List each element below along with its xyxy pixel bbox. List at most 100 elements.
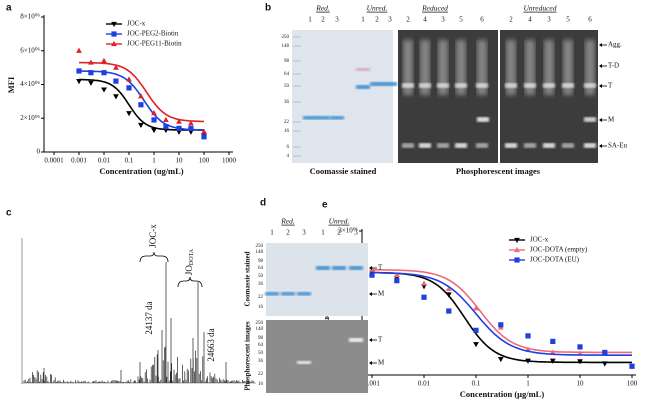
ladder-band — [293, 73, 301, 75]
band-arrowhead — [369, 266, 372, 270]
band-arrowhead — [599, 64, 602, 68]
lane-group-header: Unred. — [329, 217, 350, 226]
data-point — [550, 338, 556, 344]
data-point — [393, 272, 400, 278]
x-axis-label: Concentration (μg/mL) — [460, 389, 545, 399]
data-point — [163, 124, 169, 130]
band — [356, 68, 370, 71]
x-tick-label: 10 — [176, 157, 184, 165]
smear — [585, 40, 595, 95]
marker-label: 64 — [284, 72, 290, 77]
lane-number: 3 — [388, 16, 392, 24]
data-point — [113, 64, 119, 70]
band — [476, 143, 488, 148]
lane-number: 6 — [480, 16, 484, 24]
band-arrowhead — [369, 292, 372, 296]
lane-group-header: Red. — [280, 217, 295, 226]
marker-label: 98 — [258, 259, 264, 264]
marker-label: 50 — [258, 351, 264, 356]
ladder-band — [293, 155, 301, 157]
ladder-band — [293, 121, 301, 123]
x-tick-label: 0.01 — [98, 157, 111, 165]
band — [476, 83, 488, 88]
marker-label: 98 — [284, 59, 290, 64]
gel-caption: Coomassie stained — [244, 251, 252, 306]
x-tick-label: 10 — [577, 380, 585, 388]
marker-label: 50 — [258, 274, 264, 279]
fit-curve — [79, 78, 204, 131]
data-point — [525, 333, 531, 339]
smear — [456, 40, 466, 95]
peak-mass: 24137 da — [144, 301, 154, 334]
data-point — [473, 342, 479, 348]
smear — [403, 40, 413, 95]
legend-marker — [514, 246, 520, 253]
data-point — [497, 356, 504, 363]
band — [477, 117, 489, 122]
coomassie-gel — [292, 30, 393, 163]
lane-number: 3 — [354, 229, 358, 237]
smear — [544, 40, 554, 95]
band — [437, 143, 449, 148]
band — [419, 83, 431, 88]
data-point — [498, 322, 504, 328]
x-tick-label: 0.0001 — [44, 157, 64, 165]
legend-marker — [111, 31, 117, 37]
data-point — [549, 349, 556, 355]
y-tick-label: 6×10⁰⁶ — [20, 46, 40, 54]
ladder-band — [293, 130, 301, 132]
band — [584, 83, 596, 88]
x-axis-label: Concentration (ug/mL) — [99, 166, 183, 176]
band — [505, 83, 517, 88]
band-arrowhead — [599, 144, 602, 148]
y-tick-label: 8×10⁰⁶ — [20, 13, 40, 21]
data-point — [369, 272, 375, 278]
data-point — [138, 122, 144, 129]
data-point — [126, 76, 132, 82]
lane-number: 1 — [361, 16, 365, 24]
smear — [477, 40, 487, 95]
x-tick-label: 0.01 — [418, 380, 431, 388]
fit-curve — [372, 271, 632, 364]
smear — [563, 40, 573, 95]
y-tick-label: 3×10⁰⁶ — [338, 227, 358, 235]
lane-number: 2 — [337, 229, 341, 237]
band — [316, 266, 330, 270]
data-point — [138, 93, 144, 99]
band — [524, 143, 536, 148]
marker-label: 22 — [258, 372, 264, 377]
band — [297, 361, 311, 364]
x-tick-label: 0.1 — [472, 380, 481, 388]
marker-label: 36 — [258, 359, 264, 364]
y-tick-label: 4×10⁰⁶ — [20, 80, 40, 88]
data-point — [76, 79, 82, 85]
band-arrowhead — [599, 43, 602, 47]
band-label: M — [608, 116, 615, 124]
marker-label: 36 — [258, 282, 264, 287]
band-label: T — [378, 336, 383, 344]
legend-marker — [111, 21, 117, 28]
data-point — [113, 94, 119, 100]
band — [356, 85, 370, 89]
lane-number: 2 — [286, 229, 290, 237]
data-point — [88, 80, 94, 86]
panel-letter: e — [322, 200, 328, 211]
data-point — [88, 59, 94, 65]
x-tick-label: 100 — [199, 157, 210, 165]
data-point — [113, 78, 119, 84]
data-point — [138, 102, 144, 108]
band — [505, 143, 517, 148]
data-point — [473, 327, 479, 333]
band — [562, 83, 574, 88]
data-point — [445, 285, 452, 292]
data-point — [101, 87, 107, 93]
marker-label: 4 — [287, 154, 290, 159]
ladder-band — [293, 85, 301, 87]
ladder-band — [293, 45, 301, 47]
spectrum — [23, 262, 255, 383]
lane-group-header: Reduced — [421, 4, 448, 13]
band-arrowhead — [599, 118, 602, 122]
lane-number: 2 — [509, 16, 513, 24]
